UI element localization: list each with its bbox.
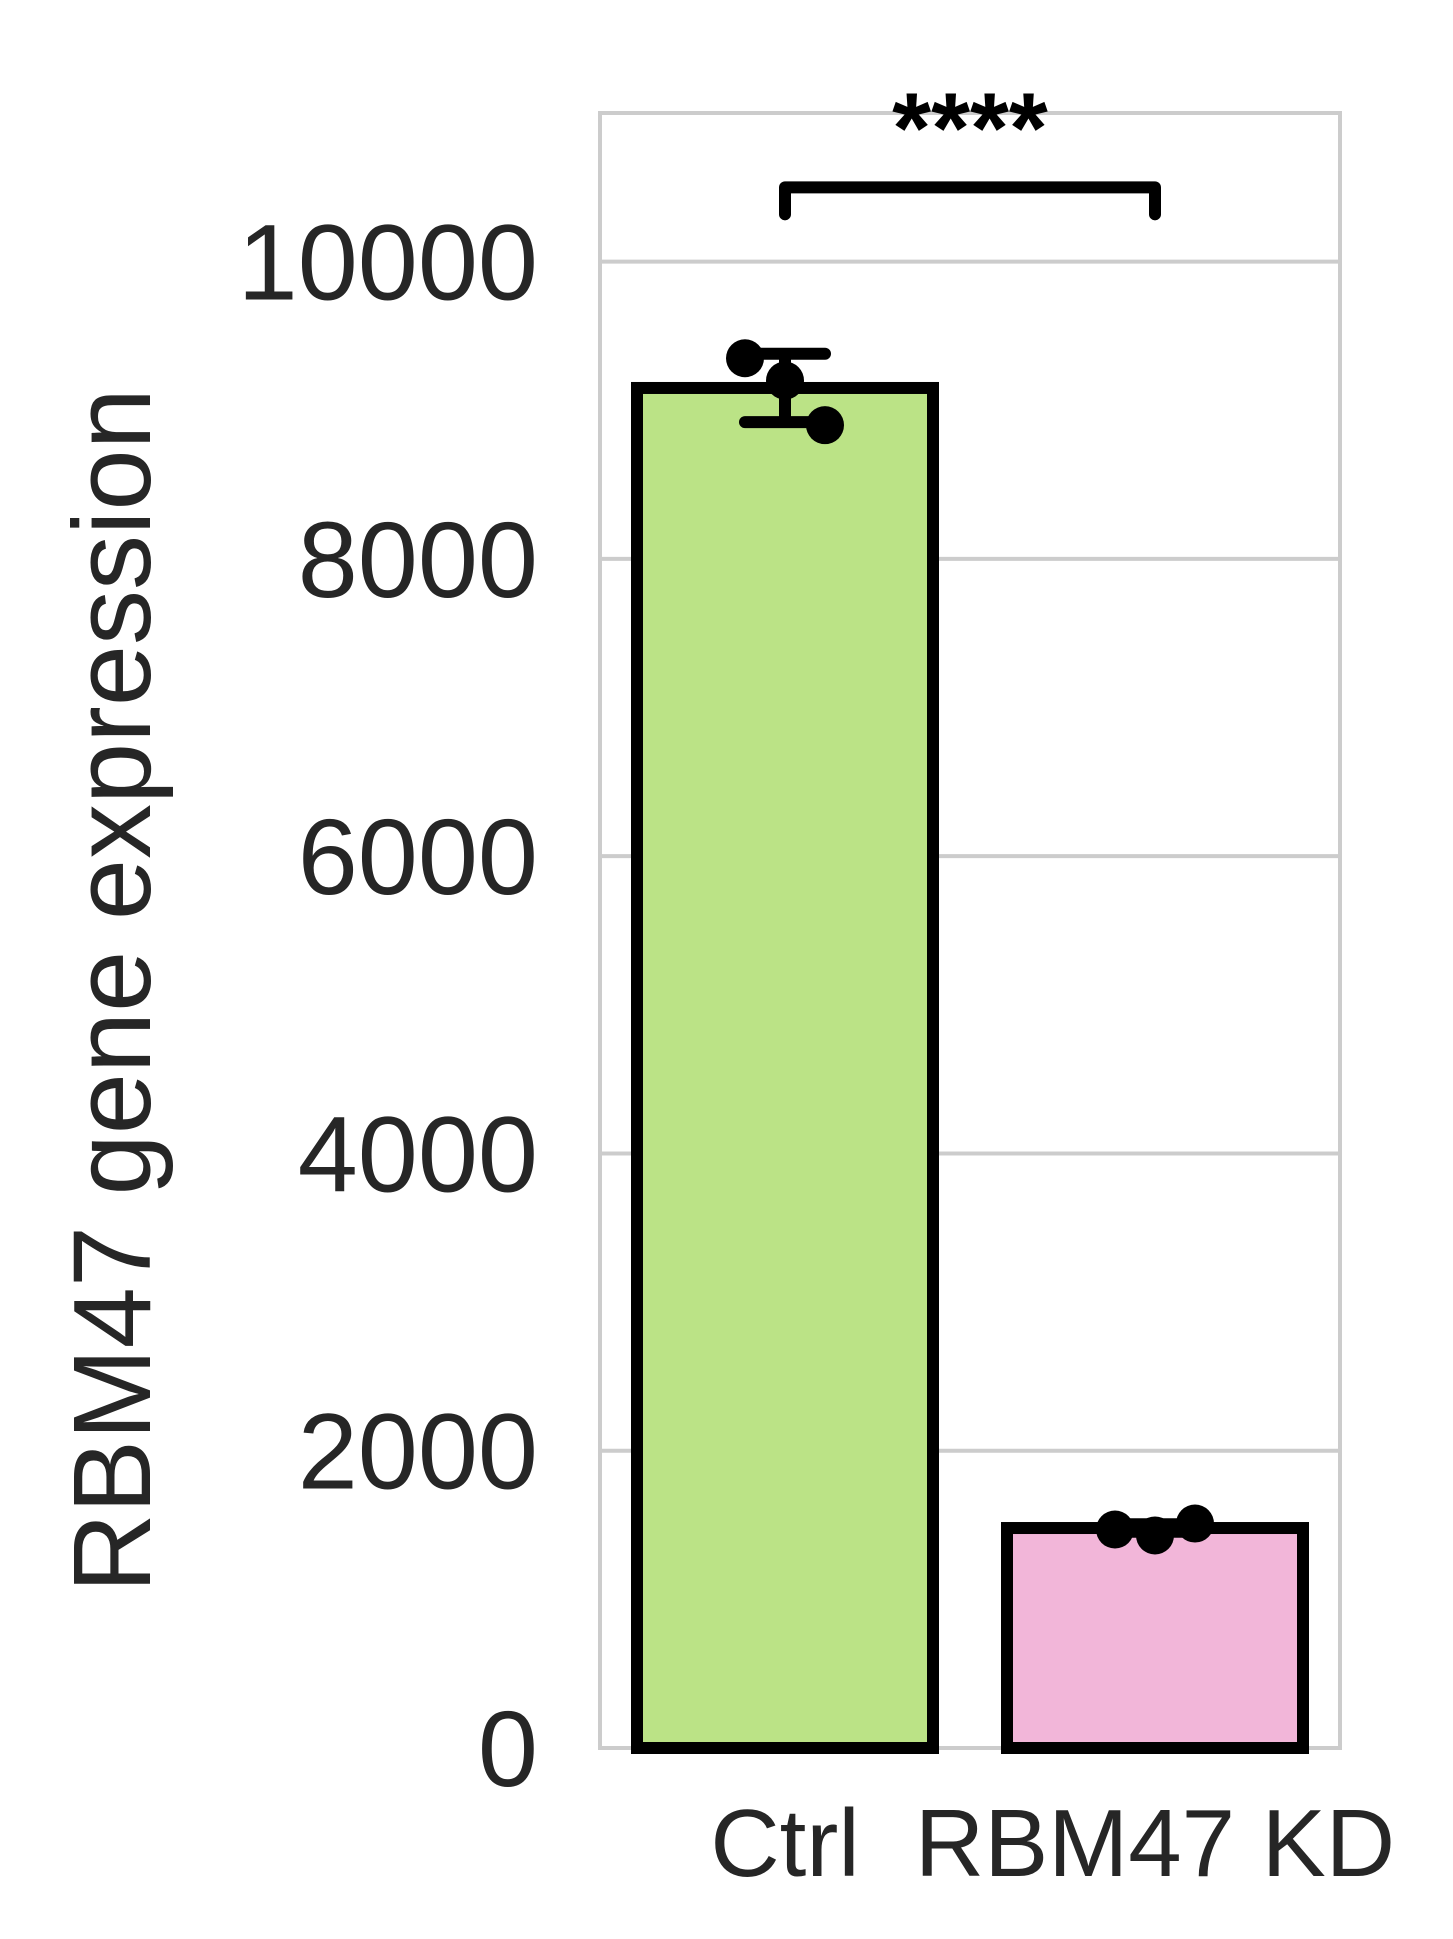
bar xyxy=(631,381,939,1754)
y-tick-label: 6000 xyxy=(298,796,538,917)
y-tick-label: 2000 xyxy=(298,1391,538,1512)
y-tick-label: 8000 xyxy=(298,499,538,620)
significance-annotation: **** xyxy=(779,72,1161,221)
y-tick-labels: 0 2000 4000 6000 8000 10000 xyxy=(238,202,538,1809)
data-points xyxy=(726,339,1214,1555)
bars xyxy=(631,381,1309,1754)
data-point xyxy=(806,406,844,445)
data-point xyxy=(1096,1510,1134,1549)
plot-frame xyxy=(598,111,1342,1750)
significance-bracket xyxy=(779,181,1161,221)
significance-label: **** xyxy=(892,72,1048,184)
data-point xyxy=(766,361,804,400)
y-axis-title: RBM47 gene expression xyxy=(51,388,174,1593)
x-tick-label: Ctrl xyxy=(710,1790,859,1897)
x-tick-label: RBM47 KD xyxy=(915,1790,1395,1897)
data-point xyxy=(1136,1516,1174,1555)
y-tick-label: 10000 xyxy=(238,202,538,323)
data-point xyxy=(726,339,764,378)
y-tick-label: 0 xyxy=(478,1688,538,1809)
x-tick-labels: Ctrl RBM47 KD xyxy=(710,1790,1395,1897)
bar xyxy=(1001,1522,1309,1754)
y-tick-label: 4000 xyxy=(298,1093,538,1214)
data-point xyxy=(1176,1504,1214,1543)
